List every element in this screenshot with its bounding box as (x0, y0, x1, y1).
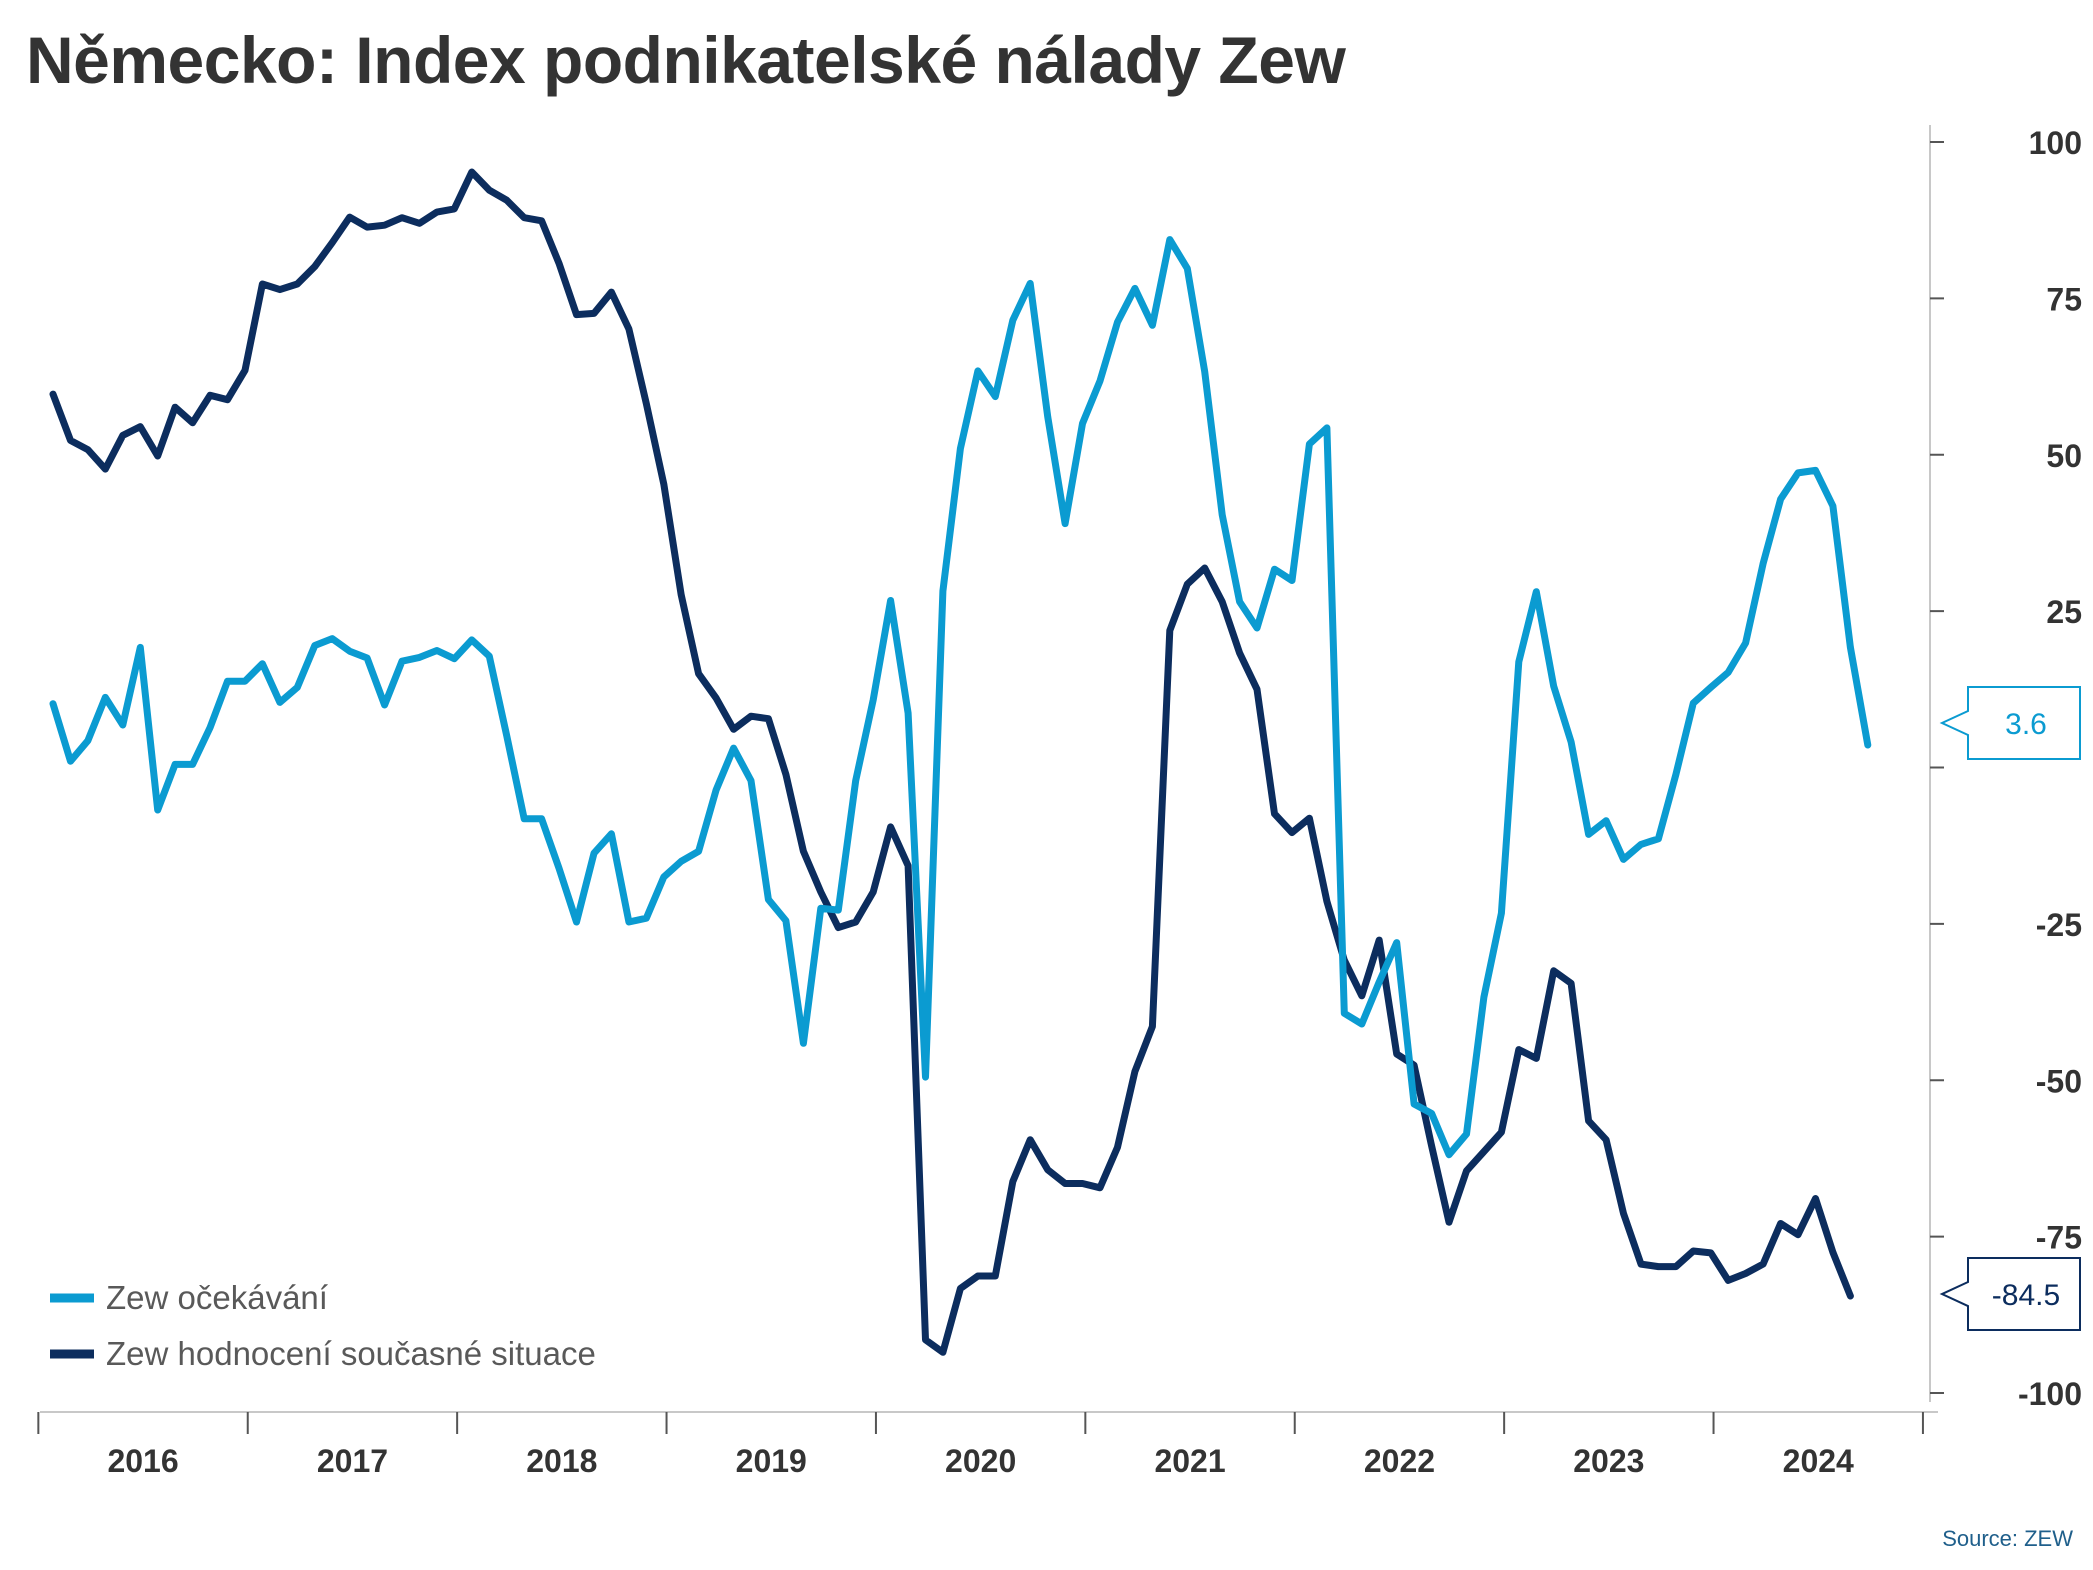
y-tick-label: 50 (2046, 438, 2082, 474)
series-line-0 (49, 236, 1872, 1159)
series-line-1 (49, 168, 1854, 1356)
y-tick-label: -25 (2036, 907, 2082, 943)
x-tick-label: 2023 (1573, 1443, 1644, 1479)
axes: 100 75 50 25 -25 -50 -75 -100 2016 2017 2018 2019 20… (37, 125, 2082, 1479)
end-label-box-0 (1939, 685, 2081, 760)
series-lines (49, 168, 1872, 1356)
end-labels: 3.6 -84.5 (1939, 685, 2081, 1332)
y-tick-label: -50 (2036, 1063, 2082, 1099)
y-tick-label: -100 (2018, 1376, 2082, 1412)
x-tick-label: 2022 (1364, 1443, 1435, 1479)
end-label-0: 3.6 (2005, 708, 2047, 741)
x-tick-label: 2024 (1783, 1443, 1854, 1479)
x-tick-label: 2018 (526, 1443, 597, 1479)
y-tick-label: 25 (2046, 594, 2082, 630)
legend: Zew očekávání Zew hodnocení současné situ… (50, 1279, 596, 1372)
legend-label-0: Zew očekávání (106, 1279, 328, 1316)
y-tick-label: 75 (2046, 281, 2082, 317)
source-note: Source: ZEW (1942, 1526, 2073, 1551)
chart-title: Německo: Index podnikatelské nálady Zew (26, 23, 1346, 97)
end-label-1: -84.5 (1992, 1279, 2060, 1312)
x-tick-label: 2020 (945, 1443, 1016, 1479)
x-tick-label: 2016 (107, 1443, 178, 1479)
x-tick-label: 2017 (317, 1443, 388, 1479)
y-tick-label: 100 (2029, 125, 2082, 161)
legend-label-1: Zew hodnocení současné situace (106, 1335, 596, 1372)
x-tick-label: 2019 (736, 1443, 807, 1479)
y-tick-label: -75 (2036, 1220, 2082, 1256)
x-tick-label: 2021 (1154, 1443, 1225, 1479)
end-label-box-1 (1939, 1257, 2081, 1332)
